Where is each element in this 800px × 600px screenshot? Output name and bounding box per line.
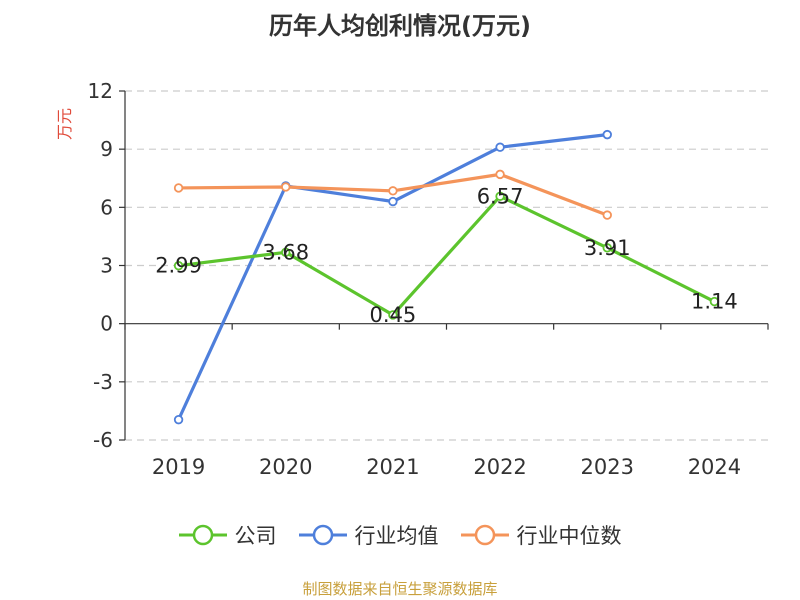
data-label: 0.45 (370, 303, 417, 327)
data-point (388, 196, 398, 207)
legend-item[interactable]: 公司 (178, 520, 277, 550)
data-point (281, 247, 291, 258)
data-point (173, 260, 184, 271)
legend: 公司 行业均值 行业中位数 (0, 520, 800, 550)
data-point (709, 296, 720, 307)
legend-label: 行业中位数 (516, 524, 622, 548)
data-point (602, 210, 612, 220)
source-note: 制图数据来自恒生聚源数据库 (302, 580, 498, 598)
chart-title: 历年人均创利情况(万元) (269, 12, 531, 40)
y-tick-label: 12 (88, 79, 113, 103)
data-label: 6.57 (477, 184, 524, 208)
y-tick-label: -6 (93, 428, 113, 452)
x-tick-label: 2020 (259, 455, 312, 479)
legend-item[interactable]: 行业均值 (298, 520, 439, 550)
y-tick-label: 3 (100, 254, 113, 278)
series-line-1 (177, 133, 608, 421)
series-line-0 (178, 194, 716, 317)
data-point (602, 243, 612, 253)
y-tick-label: -3 (93, 370, 113, 394)
x-tick-label: 2019 (152, 455, 205, 479)
data-point (173, 183, 184, 193)
data-point (495, 191, 505, 201)
y-tick-label: 6 (100, 195, 113, 219)
data-point (495, 169, 505, 180)
data-point (388, 310, 398, 320)
y-tick-label: 0 (100, 312, 113, 336)
data-label: 2.99 (155, 254, 202, 278)
y-axis-label: 万元 (55, 108, 74, 140)
data-point (173, 414, 184, 425)
x-tick-label: 2023 (581, 455, 634, 479)
data-point (388, 186, 398, 196)
legend-marker-icon (460, 524, 509, 546)
x-tick-label: 2021 (366, 455, 419, 479)
data-label: 3.91 (584, 236, 631, 260)
y-tick-label: 9 (100, 137, 113, 161)
legend-item[interactable]: 行业中位数 (460, 520, 622, 550)
data-point (602, 129, 612, 140)
data-point (281, 182, 291, 192)
x-tick-label: 2024 (688, 455, 741, 479)
data-label: 1.14 (691, 290, 738, 314)
legend-marker-icon (178, 524, 227, 546)
legend-label: 公司 (234, 524, 277, 548)
legend-label: 行业均值 (354, 524, 439, 548)
data-label: 3.68 (262, 240, 309, 264)
data-point (495, 142, 505, 152)
x-tick-label: 2022 (473, 455, 526, 479)
legend-marker-icon (298, 524, 347, 546)
